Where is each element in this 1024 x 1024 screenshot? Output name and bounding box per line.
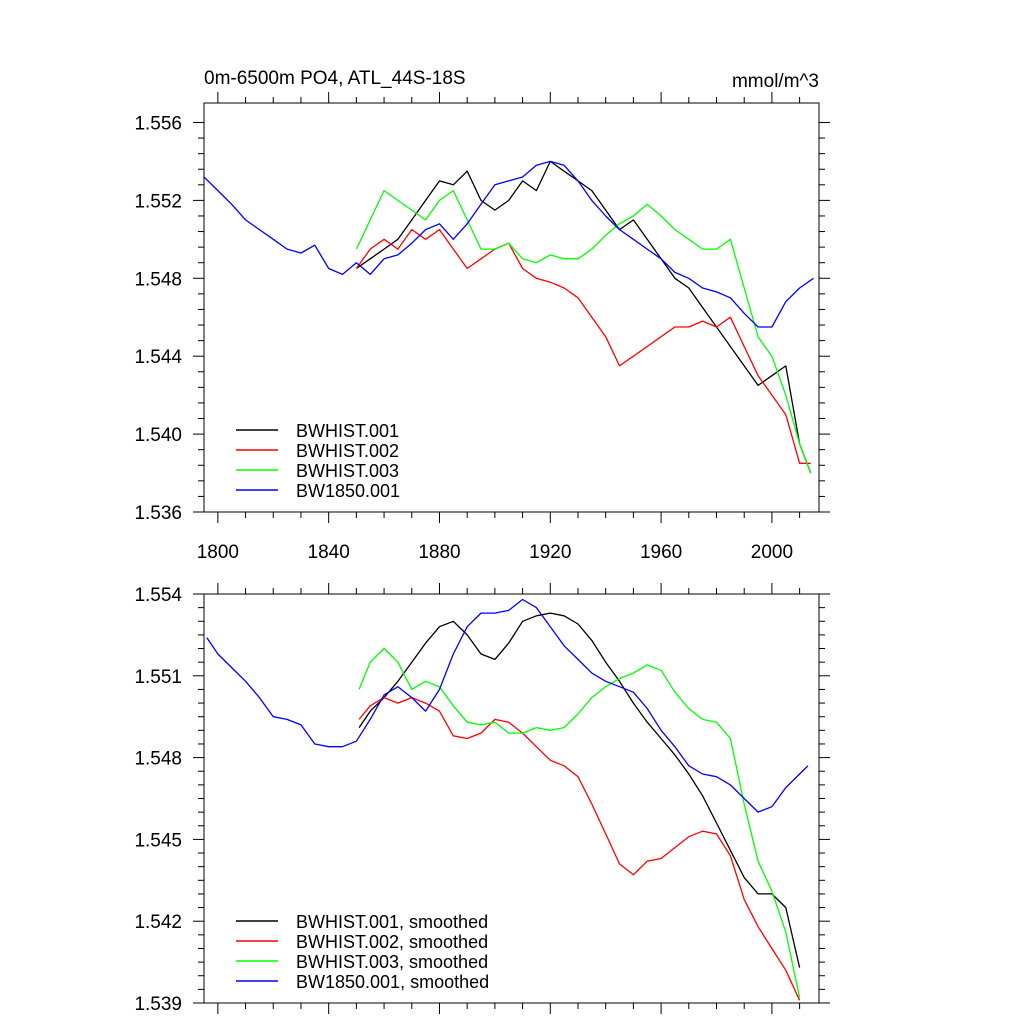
top-x-tick-label: 1840 bbox=[308, 542, 350, 563]
bottom-y-tick-label: 1.542 bbox=[134, 912, 182, 933]
top-y-tick-label: 1.556 bbox=[134, 113, 182, 134]
top-x-tick-label: 1920 bbox=[529, 542, 571, 563]
top-x-tick-label: 1960 bbox=[640, 542, 682, 563]
top-legend-label: BWHIST.002 bbox=[296, 441, 399, 461]
top-chart-units: mmol/m^3 bbox=[732, 71, 819, 92]
top-panel: 0m-6500m PO4, ATL_44S-18S mmol/m^3 1800 1… bbox=[134, 68, 830, 563]
bottom-y-tick-label: 1.548 bbox=[134, 749, 182, 770]
top-series-group bbox=[204, 160, 814, 474]
top-series-line-1 bbox=[356, 160, 812, 474]
top-y-tick-label: 1.552 bbox=[134, 191, 182, 212]
top-chart-title: 0m-6500m PO4, ATL_44S-18S bbox=[204, 68, 466, 89]
top-legend-label: BWHIST.001 bbox=[296, 421, 399, 441]
bottom-series-line-4 bbox=[206, 598, 809, 813]
bottom-legend-label: BW1850.001, smoothed bbox=[296, 972, 489, 992]
bottom-legend-label: BWHIST.001, smoothed bbox=[296, 912, 488, 932]
top-y-tick-label: 1.536 bbox=[134, 503, 182, 524]
bottom-series-line-1 bbox=[358, 612, 801, 968]
bottom-legend-label: BWHIST.002, smoothed bbox=[296, 932, 488, 952]
top-x-tick-label: 1800 bbox=[197, 542, 239, 563]
top-series-line-4 bbox=[204, 160, 814, 328]
top-y-tick-label: 1.540 bbox=[134, 425, 182, 446]
bottom-legend-label: BWHIST.003, smoothed bbox=[296, 952, 488, 972]
bottom-y-tick-label: 1.545 bbox=[134, 830, 182, 851]
bottom-y-tick-label: 1.554 bbox=[134, 585, 182, 606]
top-series-line-2 bbox=[355, 228, 811, 464]
top-x-tick-label: 2000 bbox=[751, 542, 793, 563]
top-legend-label: BW1850.001 bbox=[296, 481, 400, 501]
top-y-tick-label: 1.544 bbox=[134, 347, 182, 368]
top-x-tick-label: 1880 bbox=[418, 542, 460, 563]
bottom-series-line-3 bbox=[358, 647, 801, 998]
bottom-y-tick-label: 1.551 bbox=[134, 667, 182, 688]
top-y-tick-label: 1.548 bbox=[134, 269, 182, 290]
top-series-line-3 bbox=[355, 189, 812, 474]
bottom-series-group bbox=[206, 598, 809, 1001]
bottom-y-tick-label: 1.539 bbox=[134, 994, 182, 1015]
top-plot-frame bbox=[203, 102, 820, 513]
bottom-panel: 1.539 1.542 1.545 1.548 1.551 1.554 BWHIST.001… bbox=[134, 583, 830, 1015]
bottom-series-line-2 bbox=[358, 696, 801, 1001]
top-legend-label: BWHIST.003 bbox=[296, 461, 399, 481]
